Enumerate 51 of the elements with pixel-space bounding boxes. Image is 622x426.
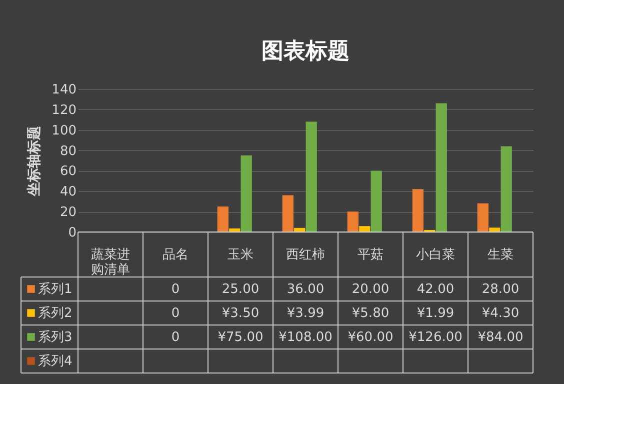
y-tick-label: 0 xyxy=(68,226,76,240)
y-tick-label: 140 xyxy=(52,82,76,98)
bar xyxy=(500,146,512,232)
legend-label: 系列3 xyxy=(38,330,72,345)
bar xyxy=(489,228,500,232)
data-label: 28.00 xyxy=(482,282,520,297)
data-label: ¥3.99 xyxy=(286,306,324,321)
x-tick-label: 生菜 xyxy=(488,248,514,262)
data-label: ¥1.99 xyxy=(416,306,454,321)
bar xyxy=(436,103,447,232)
bar xyxy=(282,195,294,232)
bar xyxy=(240,155,252,232)
y-tick-label: 60 xyxy=(60,164,76,180)
data-label: ¥3.50 xyxy=(222,306,260,321)
data-label: 36.00 xyxy=(286,282,324,297)
data-label: ¥126.00 xyxy=(408,330,462,345)
legend-label: 系列2 xyxy=(38,306,72,321)
bar xyxy=(359,226,370,232)
bar xyxy=(477,203,488,232)
data-label: ¥108.00 xyxy=(278,330,332,345)
chart-title: 图表标题 xyxy=(262,39,350,64)
bar xyxy=(217,206,228,232)
y-tick-label: 120 xyxy=(52,102,76,118)
y-tick-label: 100 xyxy=(52,123,76,138)
data-label: 25.00 xyxy=(222,282,260,297)
y-tick-label: 40 xyxy=(60,184,76,200)
data-label: 0 xyxy=(171,330,180,345)
data-label: 0 xyxy=(171,306,180,321)
bar xyxy=(370,170,382,232)
x-tick-label: 西红柿 xyxy=(286,248,325,262)
bar xyxy=(412,189,424,232)
data-label: ¥4.30 xyxy=(482,306,520,321)
x-tick-label: 小白菜 xyxy=(416,248,455,262)
legend-label: 系列4 xyxy=(38,354,72,369)
y-axis-title: 坐标轴标题 xyxy=(26,126,43,197)
y-tick-label: 80 xyxy=(60,144,76,159)
bar xyxy=(306,122,317,232)
x-tick-label: 品名 xyxy=(162,248,188,262)
data-label: ¥75.00 xyxy=(218,330,264,345)
x-tick-label: 平菇 xyxy=(358,248,384,262)
data-label: 0 xyxy=(171,282,180,297)
data-label: ¥60.00 xyxy=(348,330,394,345)
data-label: ¥84.00 xyxy=(478,330,524,345)
data-label: ¥5.80 xyxy=(352,306,390,321)
data-label: 42.00 xyxy=(416,282,454,297)
data-label: 20.00 xyxy=(352,282,390,297)
x-tick-label: 玉米 xyxy=(228,248,254,262)
bar xyxy=(347,212,358,232)
x-tick-label: 蔬菜进购清单 xyxy=(91,248,130,278)
legend-label: 系列1 xyxy=(38,282,72,297)
y-tick-label: 20 xyxy=(60,205,76,220)
